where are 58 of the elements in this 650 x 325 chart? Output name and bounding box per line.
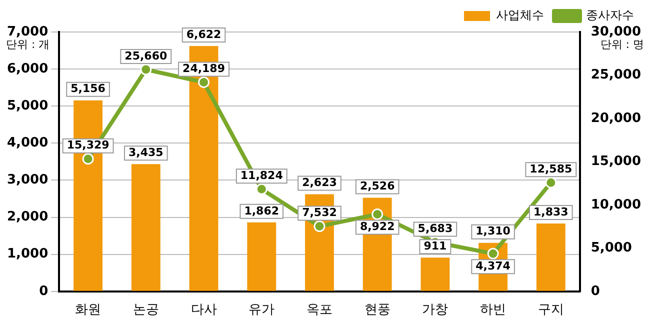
bar bbox=[420, 258, 450, 291]
data-label: 4,374 bbox=[476, 259, 511, 272]
text: 단위 : 개 bbox=[6, 38, 50, 51]
y2-tick-label: 10,000 bbox=[590, 197, 642, 212]
point bbox=[82, 153, 94, 165]
x-tick-label: 다사 bbox=[190, 302, 217, 318]
data-label: 8,922 bbox=[360, 220, 395, 234]
x-tick-label: 화원 bbox=[75, 302, 102, 318]
data-label: 12,585 bbox=[530, 162, 572, 176]
y2-tick-label: 30,000 bbox=[590, 24, 642, 40]
data-label: 3,435 bbox=[128, 146, 164, 159]
data-label: 6,622 bbox=[186, 28, 222, 41]
y-tick-label: 4,000 bbox=[6, 136, 48, 151]
data-label: 2,623 bbox=[302, 176, 337, 190]
point bbox=[314, 220, 326, 232]
point bbox=[256, 183, 268, 195]
point bbox=[545, 176, 557, 188]
y-tick-label: 7,000 bbox=[6, 24, 48, 40]
x-tick-label: 가창 bbox=[422, 302, 448, 318]
x-tick-label: 현풍 bbox=[364, 302, 390, 318]
point bbox=[487, 248, 499, 260]
x-tick-label: 옥포 bbox=[306, 302, 332, 318]
data-label: 24,189 bbox=[182, 62, 225, 76]
y2-tick-label: 20,000 bbox=[590, 110, 642, 126]
legend-label: 사업체수 bbox=[496, 8, 544, 22]
data-label: 1,862 bbox=[244, 204, 280, 218]
data-label: 7,532 bbox=[302, 206, 337, 220]
data-label: 25,660 bbox=[124, 49, 168, 62]
y2-tick-label: 15,000 bbox=[590, 154, 642, 170]
y2-tick-label: 0 bbox=[590, 284, 600, 299]
x-tick-label: 하빈 bbox=[480, 302, 506, 318]
data-label: 15,329 bbox=[66, 138, 110, 152]
y-tick-label: 5,000 bbox=[6, 98, 48, 114]
x-tick-label: 유가 bbox=[248, 302, 275, 318]
bar bbox=[247, 222, 276, 291]
x-tick-label: 구지 bbox=[538, 302, 564, 318]
y-tick-label: 0 bbox=[39, 284, 48, 299]
y2-tick-label: 5,000 bbox=[590, 240, 632, 256]
bar bbox=[536, 223, 566, 291]
bar bbox=[131, 164, 160, 291]
data-label: 5,156 bbox=[70, 82, 106, 96]
x-tick-label: 논공 bbox=[132, 302, 159, 318]
point bbox=[198, 76, 210, 88]
data-label: 11,824 bbox=[240, 169, 284, 182]
y-tick-label: 1,000 bbox=[6, 246, 48, 262]
data-label: 5,683 bbox=[418, 222, 453, 236]
y-tick-label: 6,000 bbox=[6, 61, 48, 76]
y-tick-label: 3,000 bbox=[6, 172, 48, 188]
y-tick-label: 2,000 bbox=[6, 210, 48, 225]
data-label: 2,526 bbox=[360, 180, 396, 193]
legend-label: 종사자수 bbox=[586, 8, 634, 22]
y2-tick-label: 25,000 bbox=[590, 68, 642, 83]
point bbox=[140, 64, 152, 76]
point bbox=[372, 208, 384, 220]
data-label: 1,833 bbox=[534, 205, 568, 218]
data-label: 1,310 bbox=[476, 224, 511, 238]
data-label: 911 bbox=[424, 240, 447, 252]
text: 단위 : 명 bbox=[600, 38, 644, 51]
